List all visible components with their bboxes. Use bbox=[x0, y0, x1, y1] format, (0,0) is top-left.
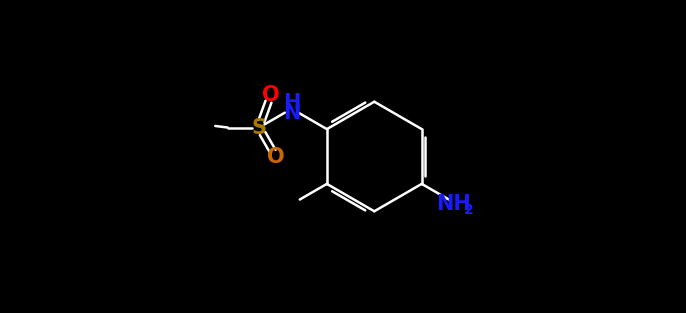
Text: H: H bbox=[283, 93, 300, 113]
Text: NH: NH bbox=[436, 194, 471, 214]
Text: O: O bbox=[268, 147, 285, 167]
Text: S: S bbox=[252, 118, 267, 137]
Text: O: O bbox=[262, 85, 280, 105]
Text: N: N bbox=[283, 104, 300, 123]
Text: 2: 2 bbox=[464, 203, 474, 217]
